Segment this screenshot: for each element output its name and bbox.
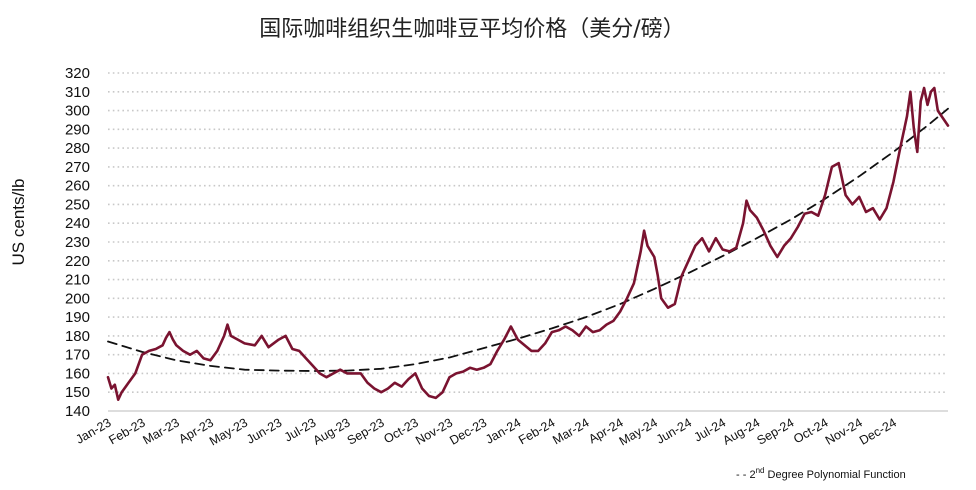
y-axis-label: US cents/lb	[9, 179, 28, 266]
x-tick-label: Jan-23	[73, 415, 113, 446]
y-tick-label: 190	[65, 309, 90, 326]
x-tick-label: Sep-24	[755, 415, 797, 447]
y-tick-label: 210	[65, 272, 90, 289]
x-tick-label: Mar-23	[141, 415, 182, 447]
x-tick-label: Jan-24	[483, 415, 523, 446]
legend: - - 2nd Degree Polynomial Function	[736, 466, 906, 481]
x-tick-label: Jun-24	[654, 415, 694, 446]
y-tick-label: 140	[65, 403, 90, 420]
y-tick-label: 310	[65, 84, 90, 101]
legend-superscript: nd	[756, 466, 765, 475]
series-layer	[106, 86, 950, 401]
y-tick-label: 320	[65, 65, 90, 82]
series-line-price	[106, 86, 950, 401]
legend-label-prefix: 2	[749, 469, 755, 481]
y-tick-label: 240	[65, 215, 90, 232]
y-tick-label: 170	[65, 347, 90, 364]
y-tick-label: 160	[65, 365, 90, 382]
legend-entry: - - 2nd Degree Polynomial Function	[736, 466, 906, 481]
x-tick-label: Nov-24	[823, 415, 865, 447]
y-axis-ticks: 1401501601701801902002102202302402502602…	[65, 65, 90, 420]
x-tick-label: Nov-23	[413, 415, 455, 447]
x-tick-label: Aug-23	[311, 415, 353, 447]
y-tick-label: 250	[65, 196, 90, 213]
x-tick-label: Dec-23	[447, 415, 489, 447]
legend-label: Degree Polynomial Function	[764, 469, 905, 481]
x-tick-label: Feb-24	[516, 415, 557, 447]
x-tick-label: May-24	[617, 415, 660, 448]
y-tick-label: 270	[65, 159, 90, 176]
y-tick-label: 200	[65, 290, 90, 307]
y-tick-label: 180	[65, 328, 90, 345]
gridlines	[108, 72, 948, 394]
y-tick-label: 290	[65, 121, 90, 138]
x-tick-label: Jun-23	[244, 415, 284, 446]
y-tick-label: 280	[65, 140, 90, 157]
x-tick-label: Dec-24	[857, 415, 899, 447]
x-tick-label: Oct-23	[381, 415, 421, 446]
y-tick-label: 300	[65, 103, 90, 120]
series-line-polynomial-trend	[107, 107, 949, 372]
legend-marker: - -	[736, 469, 749, 481]
x-tick-label: Oct-24	[791, 415, 831, 446]
x-tick-label: May-23	[207, 415, 250, 448]
x-tick-label: Feb-23	[106, 415, 147, 447]
y-tick-label: 230	[65, 234, 90, 251]
x-axis-ticks: Jan-23Feb-23Mar-23Apr-23May-23Jun-23Jul-…	[73, 415, 899, 448]
x-tick-label: Sep-23	[345, 415, 387, 447]
chart-title: 国际咖啡组织生咖啡豆平均价格（美分/磅）	[259, 17, 684, 42]
x-tick-label: Mar-24	[550, 415, 591, 447]
x-tick-label: Aug-24	[720, 415, 762, 447]
y-tick-label: 220	[65, 253, 90, 270]
y-tick-label: 260	[65, 178, 90, 195]
y-tick-label: 150	[65, 384, 90, 401]
